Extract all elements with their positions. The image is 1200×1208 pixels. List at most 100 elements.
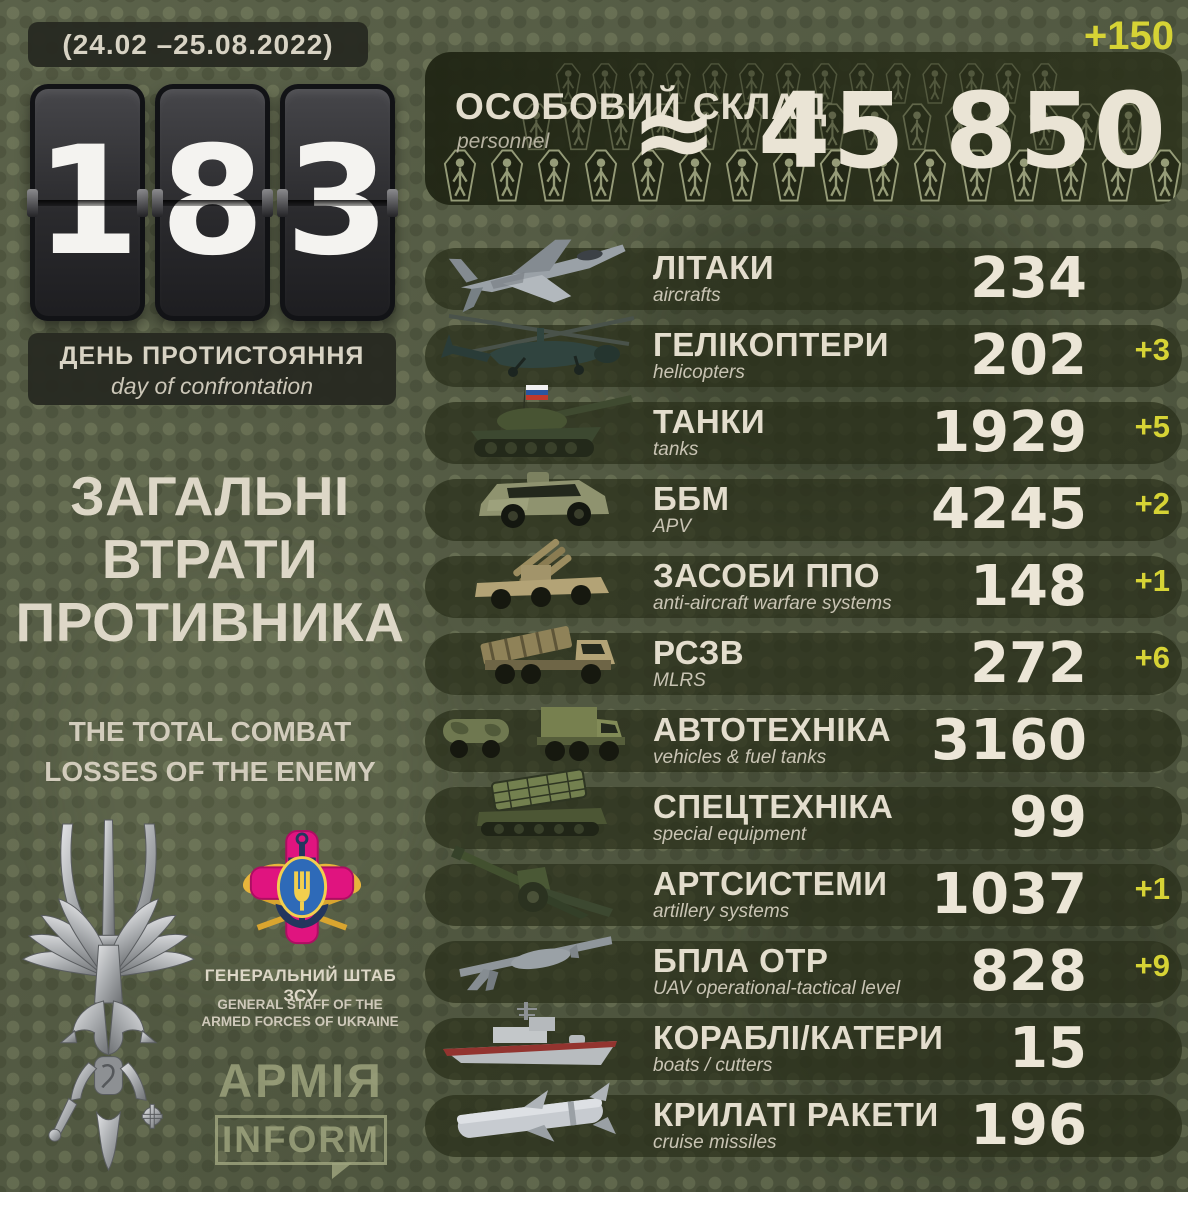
coffin-icon: [490, 149, 524, 202]
loss-delta: +9: [1134, 948, 1170, 983]
staff-label-ua: ГЕНЕРАЛЬНИЙ ШТАБ ЗСУ: [204, 966, 397, 1005]
flip-pin: [262, 188, 273, 217]
loss-row-missiles: КРИЛАТІ РАКЕТИ cruise missiles 196: [425, 1082, 1182, 1157]
loss-name-ua: ТАНКИ: [653, 403, 766, 440]
loss-row-apv: ББМ APV 4245 +2: [425, 472, 1182, 541]
loss-name-ua: СПЕЦТЕХНІКА: [653, 788, 894, 825]
loss-name-ua: ЗАСОБИ ППО: [653, 557, 881, 594]
flip-pin: [387, 188, 398, 217]
loss-name-ua: КОРАБЛІ/КАТЕРИ: [653, 1019, 944, 1056]
loss-delta: +5: [1134, 409, 1170, 444]
loss-row-vehicles: АВТОТЕХНІКА vehicles & fuel tanks 3160: [425, 707, 1182, 773]
flip-pin: [277, 188, 288, 217]
warship-icon: [429, 993, 639, 1083]
camo-background: (24.02 –25.08.2022) 1 8 3 ДЕНЬ: [0, 0, 1188, 1192]
loss-value: 272: [970, 631, 1087, 696]
coffin-icon: [584, 149, 618, 202]
loss-value: 1929: [931, 400, 1087, 465]
personnel-value: ≈ 45 850: [630, 70, 1168, 192]
loss-name-ua: РСЗВ: [653, 634, 745, 671]
loss-name-en: cruise missiles: [653, 1132, 777, 1153]
loss-name-en: tanks: [653, 439, 699, 460]
drone-icon: [429, 916, 639, 1006]
personnel-label-en: personnel: [457, 130, 550, 153]
title-line: ВТРАТИ: [101, 528, 319, 590]
day-label-ua: ДЕНЬ ПРОТИСТОЯННЯ: [59, 342, 365, 370]
cruise-missile-icon: [429, 1070, 639, 1160]
tank-icon: [429, 377, 639, 467]
flip-digit-card: 8: [152, 84, 273, 321]
flip-split-line: [36, 199, 139, 206]
subtitle-line: LOSSES OF THE ENEMY: [44, 756, 376, 787]
loss-delta: +2: [1134, 486, 1170, 521]
loss-row-special: СПЕЦТЕХНІКА special equipment 99: [425, 768, 1182, 850]
loss-name-en: UAV operational-tactical level: [653, 978, 901, 999]
loss-value: 234: [970, 246, 1087, 311]
loss-name-en: special equipment: [653, 824, 807, 845]
personnel-panel: ОСОБОВИЙ СКЛАД personnel ≈ 45 850: [425, 52, 1182, 205]
loss-row-mlrs: РСЗВ MLRS 272 +6: [425, 626, 1182, 696]
howitzer-icon: [429, 839, 639, 929]
loss-value: 3160: [931, 708, 1087, 773]
loss-name-en: helicopters: [653, 362, 745, 383]
personnel-label-ua: ОСОБОВИЙ СКЛАД: [455, 86, 828, 127]
day-flip-counter: 1 8 3: [27, 84, 398, 321]
loss-row-aircraft: ЛІТАКИ aircrafts 234: [425, 239, 1182, 313]
armiainform-logo-top: АРМІЯ: [218, 1054, 384, 1107]
flip-digit-card: 3: [277, 84, 398, 321]
loss-row-tank: ТАНКИ tanks 1929 +5: [425, 385, 1182, 465]
armored-vehicle-icon: [429, 454, 639, 544]
subtitle-line: THE TOTAL COMBAT: [68, 716, 352, 747]
flip-digit-card: 1: [27, 84, 148, 321]
loss-value: 1037: [931, 862, 1087, 927]
losses-table: ЛІТАКИ aircrafts 234: [425, 239, 1182, 1172]
personnel-delta: +150: [1083, 14, 1174, 58]
date-range-badge: (24.02 –25.08.2022): [28, 22, 368, 67]
loss-name-ua: ЛІТАКИ: [653, 249, 775, 286]
coffin-icon: [537, 149, 571, 202]
title-line: ЗАГАЛЬНІ: [70, 465, 350, 527]
sam-system-icon: [429, 531, 639, 621]
main-title-en: THE TOTAL COMBAT LOSSES OF THE ENEMY: [0, 712, 420, 792]
flip-pin: [137, 188, 148, 217]
loss-value: 15: [1009, 1016, 1087, 1081]
flip-split-line: [286, 199, 389, 206]
loss-name-en: anti-aircraft warfare systems: [653, 593, 892, 614]
loss-name-ua: ГЕЛІКОПТЕРИ: [653, 326, 889, 363]
staff-label-en: GENERAL STAFF OF THE ARMED FORCES OF UKR…: [201, 997, 399, 1029]
loss-name-ua: КРИЛАТІ РАКЕТИ: [653, 1096, 939, 1133]
radar-vehicle-icon: [429, 762, 639, 852]
coffin-icon: [443, 149, 477, 202]
armiainform-logo: АРМІЯ INFORM: [215, 1053, 387, 1179]
losses-column: +150 ОСОБОВИЙ СКЛАД personnel ≈ 45 850: [425, 0, 1182, 1192]
loss-delta: +3: [1134, 332, 1170, 367]
general-staff-emblem: [243, 830, 361, 945]
loss-value: 148: [970, 554, 1087, 619]
loss-name-en: MLRS: [653, 670, 706, 691]
loss-row-uav: БПЛА ОТР UAV operational-tactical level …: [425, 936, 1182, 1003]
loss-name-en: aircrafts: [653, 285, 721, 306]
title-line: ПРОТИВНИКА: [15, 591, 405, 653]
loss-row-helicopter: ГЕЛІКОПТЕРИ helicopters 202 +3: [425, 314, 1182, 387]
loss-name-en: vehicles & fuel tanks: [653, 747, 827, 768]
loss-name-ua: АРТСИСТЕМИ: [653, 865, 888, 902]
loss-delta: +1: [1134, 563, 1170, 598]
loss-row-artillery: АРТСИСТЕМИ artillery systems 1037 +1: [425, 845, 1182, 927]
loss-name-ua: БПЛА ОТР: [653, 942, 829, 979]
main-title-ua: ЗАГАЛЬНІ ВТРАТИ ПРОТИВНИКА: [0, 465, 420, 654]
flip-split-line: [161, 199, 264, 206]
loss-row-air-defense: ЗАСОБИ ППО anti-aircraft warfare systems…: [425, 538, 1182, 619]
flip-pin: [152, 188, 163, 217]
flip-pin: [27, 188, 38, 217]
loss-name-ua: АВТОТЕХНІКА: [653, 711, 892, 748]
day-of-confrontation-plate: ДЕНЬ ПРОТИСТОЯННЯ day of confrontation: [28, 333, 396, 405]
loss-delta: +1: [1134, 871, 1170, 906]
loss-row-boats: КОРАБЛІ/КАТЕРИ boats / cutters 15: [425, 1002, 1182, 1081]
armiainform-logo-bottom: INFORM: [215, 1115, 387, 1179]
loss-name-ua: ББМ: [653, 480, 730, 517]
loss-delta: +6: [1134, 640, 1170, 675]
loss-value: 99: [1009, 785, 1087, 850]
day-label-en: day of confrontation: [110, 373, 314, 399]
trucks-icon: [429, 685, 639, 775]
